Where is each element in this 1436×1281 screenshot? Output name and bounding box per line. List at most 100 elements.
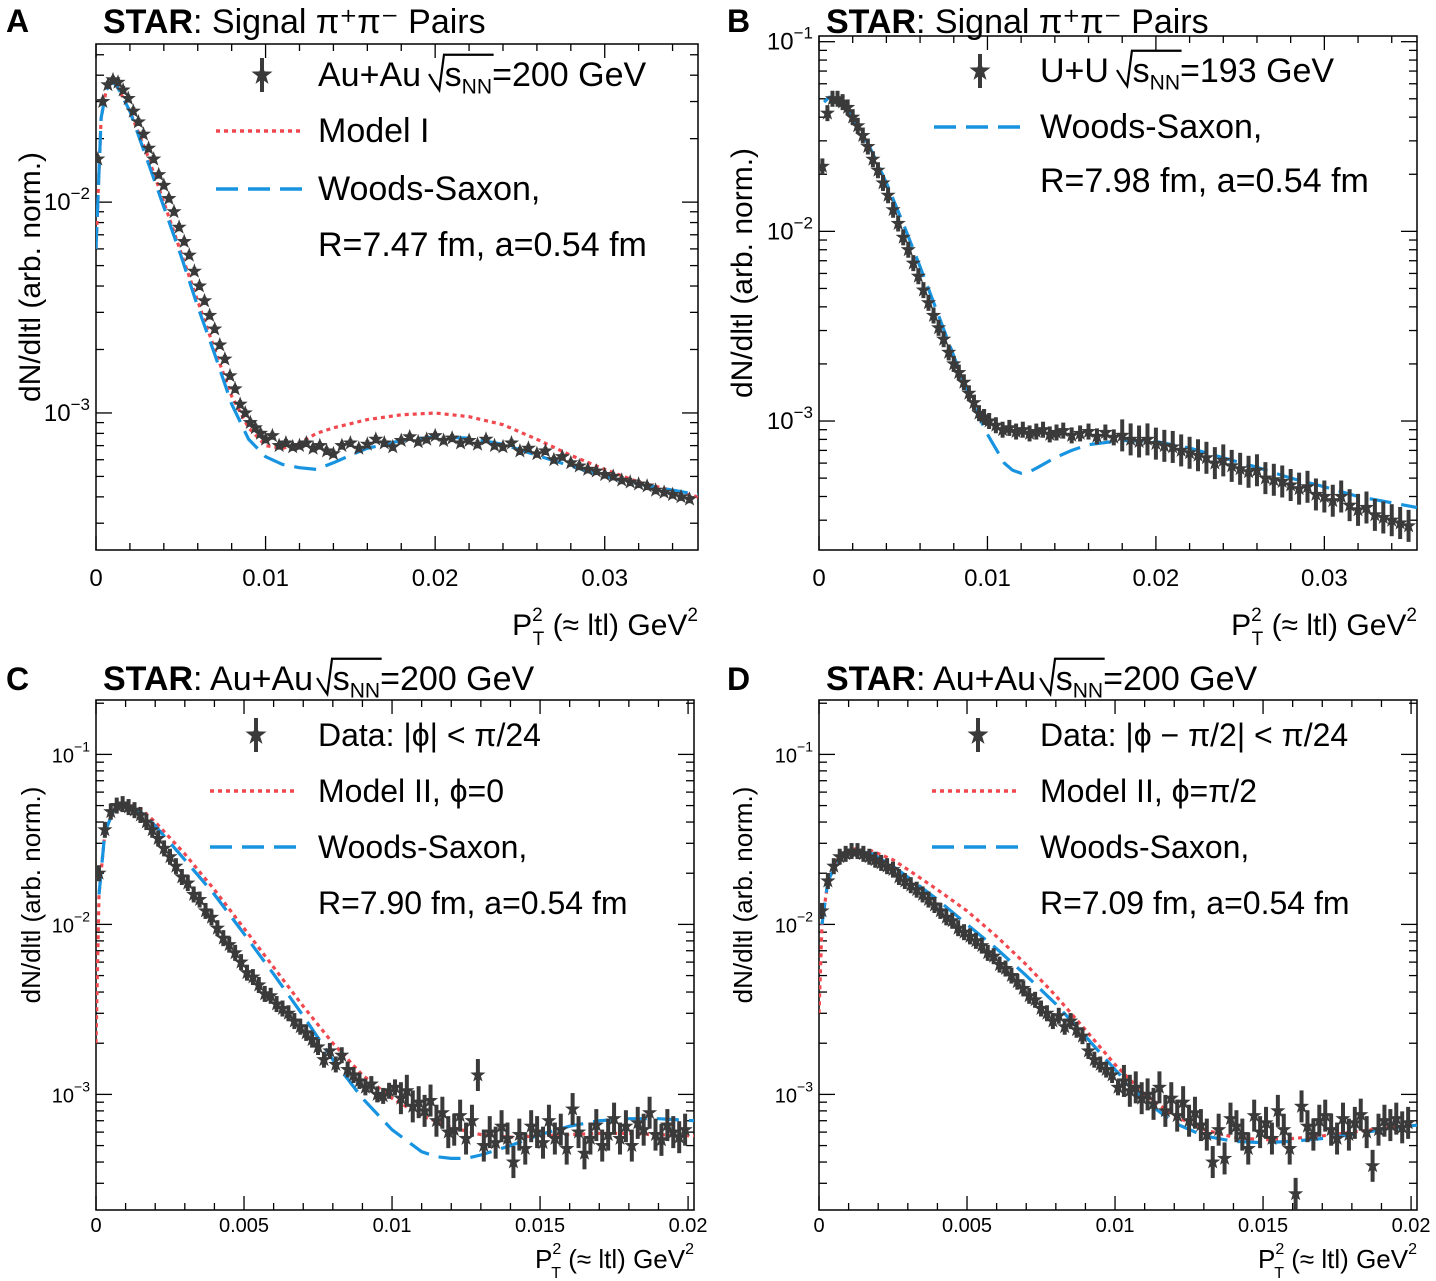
- data-point: [263, 987, 279, 1003]
- plot-area: [96, 71, 698, 506]
- data-point: [1051, 1007, 1067, 1023]
- data-point: [1232, 460, 1248, 476]
- data-point: [171, 219, 187, 234]
- title-sqrt-text: sNN=200 GeV: [333, 660, 535, 702]
- title-rest: : Signal π⁺π⁻ Pairs: [193, 3, 486, 41]
- data-point: [1234, 1126, 1250, 1142]
- data-point: [166, 203, 182, 219]
- data-point: [402, 428, 418, 444]
- data-point: [879, 858, 895, 873]
- data-point: [150, 830, 166, 845]
- xlabel-sub: T: [551, 1265, 561, 1281]
- data-point: [636, 1121, 652, 1137]
- data-point: [174, 869, 190, 884]
- title-energy: =200 GeV: [380, 660, 534, 698]
- xlabel-sub: T: [533, 629, 545, 650]
- data-point: [100, 76, 116, 92]
- data-point: [656, 484, 672, 499]
- y-tick-exp: −2: [797, 908, 813, 924]
- legend-label: Woods-Saxon,: [318, 170, 540, 208]
- data-point: [115, 796, 131, 811]
- y-tick-base: 10: [775, 915, 797, 937]
- data-point: [334, 437, 350, 453]
- data-point: [1148, 435, 1164, 451]
- data-point: [285, 438, 301, 454]
- data-point: [196, 292, 213, 308]
- data-point: [1291, 480, 1307, 496]
- data-point: [444, 430, 460, 445]
- title-bold: STAR: [826, 3, 916, 41]
- y-tick-base: 10: [52, 745, 74, 767]
- plot-area: [96, 796, 694, 1179]
- data-point: [819, 902, 830, 918]
- data-point: [554, 448, 570, 464]
- data-point: [436, 432, 452, 447]
- data-point: [829, 90, 846, 106]
- data-point: [845, 109, 861, 124]
- data-point: [278, 435, 294, 450]
- legend-label: Woods-Saxon,: [1040, 108, 1262, 146]
- data-point: [1063, 1013, 1079, 1028]
- data-point: [820, 873, 836, 888]
- data-point: [1156, 437, 1172, 453]
- data-point: [488, 1134, 504, 1150]
- data-point: [631, 476, 647, 491]
- data-point: [1299, 1118, 1316, 1133]
- panel-title: STAR: Signal π⁺π⁻ Pairs: [103, 3, 486, 41]
- data-point: [1333, 488, 1349, 503]
- data-point: [1182, 444, 1198, 460]
- data-point: [247, 419, 263, 435]
- data-point: [351, 1072, 368, 1088]
- data-point: [835, 94, 851, 109]
- x-tick-label: 0.03: [581, 565, 628, 592]
- data-point: [1198, 449, 1214, 465]
- data-point: [1270, 1102, 1286, 1118]
- y-tick-exp: −3: [794, 403, 813, 422]
- data-point: [618, 1118, 634, 1133]
- data-point: [1128, 1079, 1144, 1094]
- data-point: [1074, 1028, 1091, 1043]
- x-tick-label: 0: [89, 565, 102, 592]
- data-point: [1329, 1130, 1345, 1145]
- data-point: [1258, 1114, 1274, 1130]
- data-point: [517, 1140, 533, 1156]
- y-tick-label: 10−2: [52, 908, 90, 937]
- legend-energy: =200 GeV: [492, 56, 646, 94]
- data-point: [162, 848, 178, 864]
- data-point: [1139, 431, 1156, 446]
- data-point: [1246, 1107, 1262, 1123]
- legend-nn-sub: NN: [1150, 71, 1180, 94]
- x-tick-label: 0.005: [942, 1215, 992, 1237]
- data-point: [512, 443, 528, 458]
- data-point: [376, 435, 392, 450]
- data-point: [1064, 427, 1080, 442]
- legend-label-text: Woods-Saxon,: [1040, 829, 1249, 865]
- data-point: [251, 977, 267, 992]
- data-point: [458, 1130, 474, 1145]
- data-point: [938, 909, 954, 924]
- legend-label: U+U: [1040, 52, 1109, 90]
- y-tick-base: 10: [44, 400, 71, 427]
- data-point: [146, 151, 162, 166]
- title-nn-sub: NN: [1073, 679, 1103, 702]
- data-point: [1057, 1018, 1073, 1034]
- data-point: [310, 1039, 326, 1054]
- data-point: [192, 891, 208, 906]
- legend-label: Model II, ϕ=0: [318, 773, 504, 809]
- data-point: [322, 1043, 338, 1058]
- data-point: [1175, 1094, 1191, 1109]
- data-point: [614, 472, 630, 487]
- data-point: [1282, 1140, 1298, 1156]
- legend-label-text: Model II, ϕ=π/2: [1040, 773, 1257, 809]
- legend-label-text: U+U: [1040, 52, 1109, 90]
- data-point: [1022, 425, 1038, 440]
- legend-sqrt-icon: [428, 53, 494, 94]
- data-point: [1215, 452, 1231, 467]
- legend-label-text: R=7.47 fm, a=0.54 fm: [318, 226, 647, 264]
- data-point: [890, 215, 906, 230]
- data-point: [115, 82, 131, 97]
- data-point: [269, 996, 285, 1011]
- y-axis-label: dN/dltl (arb. norm.): [726, 148, 759, 398]
- data-point: [271, 437, 287, 453]
- data-point: [523, 1118, 539, 1133]
